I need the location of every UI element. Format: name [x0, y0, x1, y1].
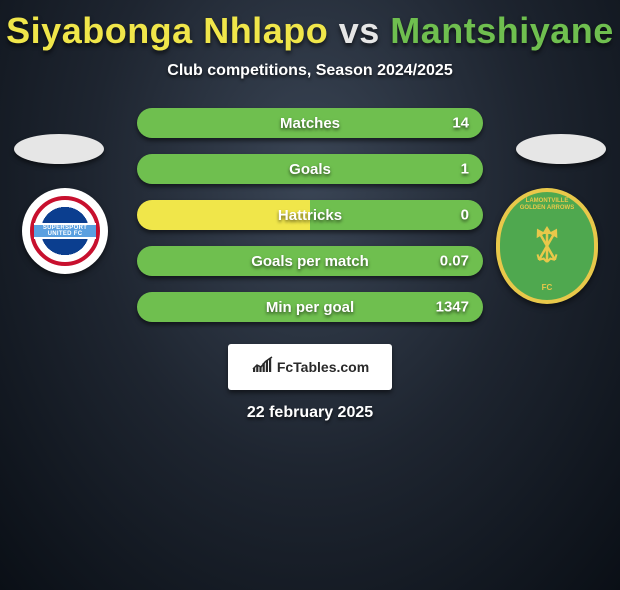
club-crest-right: LAMONTVILLE GOLDEN ARROWS FC [496, 188, 598, 304]
stat-label: Min per goal [266, 299, 354, 316]
stat-row: Hattricks 0 [137, 200, 483, 230]
brand-box: FcTables.com [228, 344, 392, 390]
crest-left-line2: UNITED FC [43, 231, 87, 237]
stat-label: Goals [289, 161, 331, 178]
stat-row: Goals 1 [137, 154, 483, 184]
player1-photo [14, 134, 104, 164]
club-crest-left: SUPERSPORT UNITED FC [22, 188, 108, 274]
crest-right-fc: FC [542, 283, 553, 292]
bar-chart-icon [251, 356, 273, 379]
stat-label: Hattricks [278, 207, 342, 224]
player2-photo [516, 134, 606, 164]
page-title: Siyabonga Nhlapo vs Mantshiyane [0, 10, 620, 52]
stat-row: Matches 14 [137, 108, 483, 138]
stat-right-value: 1 [461, 161, 469, 178]
date-text: 22 february 2025 [0, 404, 620, 422]
brand-text: FcTables.com [277, 359, 369, 375]
stat-right-value: 1347 [436, 299, 469, 316]
stat-label: Goals per match [251, 253, 369, 270]
subtitle: Club competitions, Season 2024/2025 [0, 62, 620, 80]
crest-right-top1: LAMONTVILLE [509, 198, 584, 205]
crest-right-top2: GOLDEN ARROWS [509, 205, 584, 212]
stat-right-value: 0 [461, 207, 469, 224]
arrows-icon [522, 221, 572, 271]
stat-row: Goals per match 0.07 [137, 246, 483, 276]
stat-right-value: 14 [452, 115, 469, 132]
stat-right-value: 0.07 [440, 253, 469, 270]
stat-label: Matches [280, 115, 340, 132]
stat-row: Min per goal 1347 [137, 292, 483, 322]
